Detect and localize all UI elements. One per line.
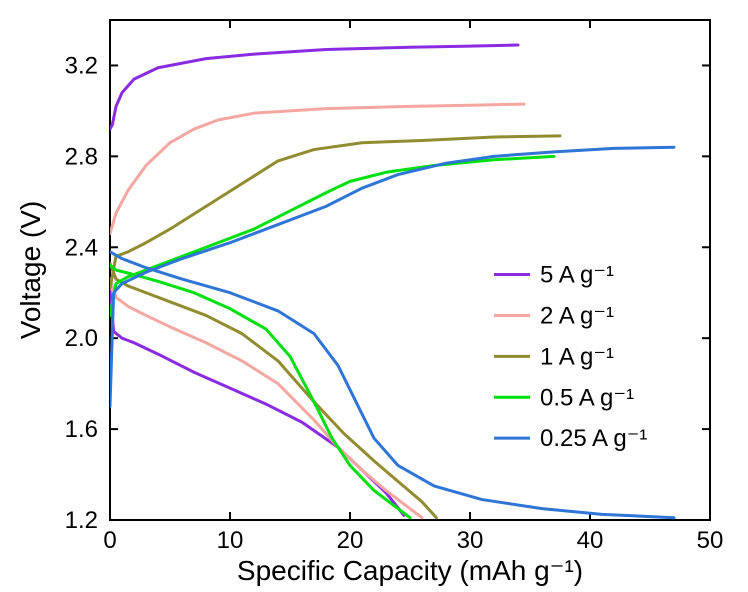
x-tick-label: 30	[457, 527, 484, 554]
y-tick-label: 1.2	[65, 507, 98, 534]
x-tick-label: 50	[697, 527, 724, 554]
y-tick-label: 2.8	[65, 143, 98, 170]
y-tick-label: 2.0	[65, 325, 98, 352]
legend-label: 5 A g⁻¹	[540, 262, 614, 289]
x-tick-label: 0	[103, 527, 116, 554]
x-tick-label: 10	[217, 527, 244, 554]
voltage-capacity-chart: 0 10 20 30 40 50 1.2 1.6 2.0 2.4 2.8 3.2 Specific Ca…	[0, 0, 748, 592]
y-tick-label: 3.2	[65, 52, 98, 79]
chart-svg: 0 10 20 30 40 50 1.2 1.6 2.0 2.4 2.8 3.2 Specific Ca…	[0, 0, 748, 592]
y-tick-label: 2.4	[65, 234, 98, 261]
legend-label: 1 A g⁻¹	[540, 343, 614, 370]
y-axis-label: Voltage (V)	[15, 201, 46, 340]
x-tick-label: 20	[337, 527, 364, 554]
y-tick-label: 1.6	[65, 416, 98, 443]
legend-label: 2 A g⁻¹	[540, 302, 614, 329]
x-tick-label: 40	[577, 527, 604, 554]
x-axis-label: Specific Capacity (mAh g⁻¹)	[237, 555, 583, 586]
legend-label: 0.5 A g⁻¹	[540, 384, 634, 411]
legend-label: 0.25 A g⁻¹	[540, 425, 647, 452]
